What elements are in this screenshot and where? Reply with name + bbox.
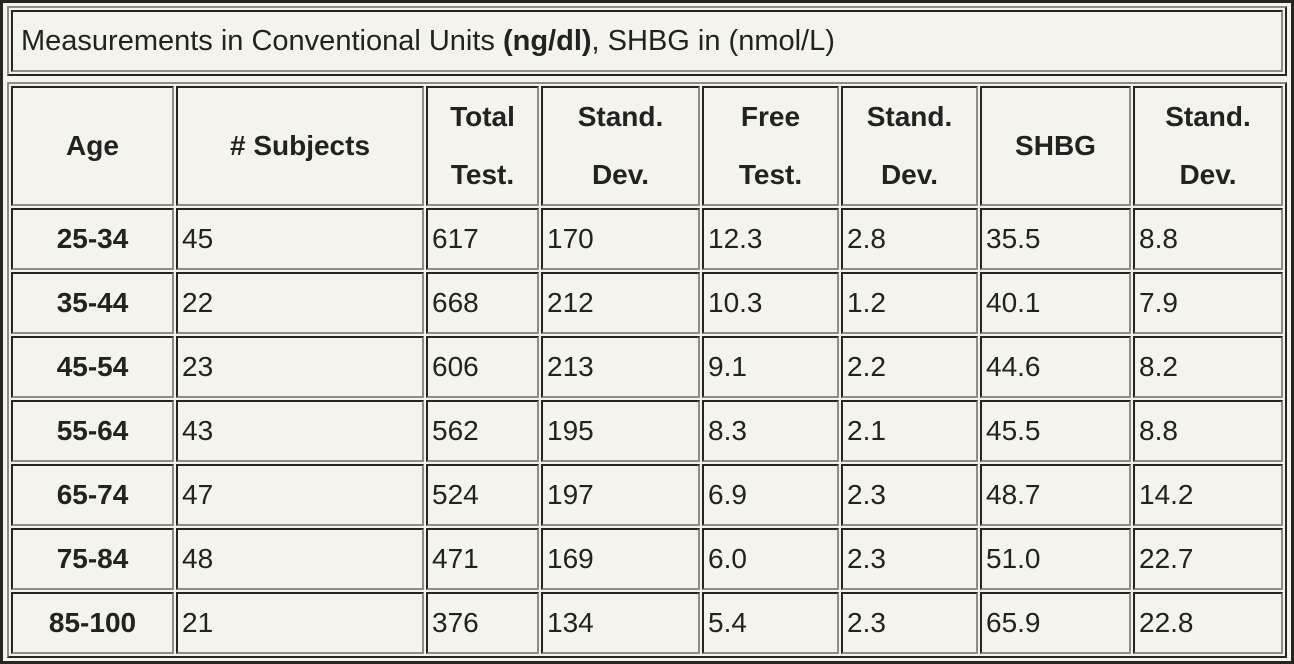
data-cell: 43 [176,400,424,462]
data-cell: 524 [426,464,539,526]
data-cell: 134 [541,592,700,654]
data-cell: 213 [541,336,700,398]
data-cell: 9.1 [702,336,839,398]
header-cell-shbg: SHBG [980,86,1131,206]
title-table: Measurements in Conventional Units (ng/d… [7,6,1287,76]
data-cell: 2.3 [841,528,978,590]
age-cell: 55-64 [11,400,174,462]
data-cell: 6.9 [702,464,839,526]
data-cell: 40.1 [980,272,1131,334]
data-cell: 22.7 [1133,528,1283,590]
data-cell: 35.5 [980,208,1131,270]
header-cell-subjects: # Subjects [176,86,424,206]
data-cell: 471 [426,528,539,590]
age-cell: 25-34 [11,208,174,270]
title-prefix: Measurements in Conventional Units [21,24,503,57]
header-line: Age [66,129,119,161]
title-row: Measurements in Conventional Units (ng/d… [11,10,1283,72]
data-cell: 7.9 [1133,272,1283,334]
data-cell: 606 [426,336,539,398]
data-cell: 2.8 [841,208,978,270]
data-cell: 5.4 [702,592,839,654]
data-cell: 47 [176,464,424,526]
table-row: 55-64 43 562 195 8.3 2.1 45.5 8.8 [11,400,1283,462]
title-suffix: , SHBG in (nmol/L) [591,24,835,57]
header-line: Test. [738,159,803,190]
table-row: 45-54 23 606 213 9.1 2.2 44.6 8.2 [11,336,1283,398]
header-line: Stand. [577,100,664,132]
data-cell: 10.3 [702,272,839,334]
header-line: # Subjects [229,129,371,161]
table-row: 35-44 22 668 212 10.3 1.2 40.1 7.9 [11,272,1283,334]
header-line: Total [450,100,515,132]
data-cell: 65.9 [980,592,1131,654]
data-cell: 45 [176,208,424,270]
title-units-bold: (ng/dl) [502,24,592,57]
data-cell: 169 [541,528,700,590]
data-cell: 44.6 [980,336,1131,398]
data-table: Age # Subjects Total Test. Stand. Dev. Fre… [7,82,1287,658]
age-cell: 45-54 [11,336,174,398]
header-line: Test. [450,159,515,190]
header-cell-age: Age [11,86,174,206]
data-cell: 8.8 [1133,400,1283,462]
header-line: Stand. [866,100,953,132]
header-cell-stand-dev-2: Stand. Dev. [841,86,978,206]
header-row: Age # Subjects Total Test. Stand. Dev. Fre… [11,86,1283,206]
data-cell: 562 [426,400,539,462]
data-cell: 22.8 [1133,592,1283,654]
data-cell: 8.2 [1133,336,1283,398]
header-line: Free [740,100,801,132]
header-line: Stand. [1165,100,1251,132]
age-cell: 75-84 [11,528,174,590]
data-cell: 8.3 [702,400,839,462]
data-cell: 617 [426,208,539,270]
table-row: 85-100 21 376 134 5.4 2.3 65.9 22.8 [11,592,1283,654]
header-line: Dev. [880,159,939,190]
table-row: 25-34 45 617 170 12.3 2.8 35.5 8.8 [11,208,1283,270]
header-cell-free-test: Free Test. [702,86,839,206]
data-cell: 48 [176,528,424,590]
data-cell: 376 [426,592,539,654]
data-cell: 48.7 [980,464,1131,526]
data-cell: 668 [426,272,539,334]
data-cell: 23 [176,336,424,398]
data-cell: 2.3 [841,592,978,654]
header-line: SHBG [1015,129,1096,161]
header-cell-stand-dev-1: Stand. Dev. [541,86,700,206]
data-cell: 45.5 [980,400,1131,462]
header-cell-total-test: Total Test. [426,86,539,206]
data-cell: 8.8 [1133,208,1283,270]
data-cell: 21 [176,592,424,654]
data-cell: 195 [541,400,700,462]
data-cell: 12.3 [702,208,839,270]
page-title: Measurements in Conventional Units (ng/d… [11,10,1283,72]
table-row: 75-84 48 471 169 6.0 2.3 51.0 22.7 [11,528,1283,590]
table-row: 65-74 47 524 197 6.9 2.3 48.7 14.2 [11,464,1283,526]
data-cell: 170 [541,208,700,270]
data-cell: 212 [541,272,700,334]
data-cell: 197 [541,464,700,526]
age-cell: 85-100 [11,592,174,654]
data-cell: 51.0 [980,528,1131,590]
header-cell-stand-dev-3: Stand. Dev. [1133,86,1283,206]
data-cell: 1.2 [841,272,978,334]
data-cell: 2.2 [841,336,978,398]
header-line: Dev. [1179,159,1237,190]
data-cell: 14.2 [1133,464,1283,526]
data-cell: 22 [176,272,424,334]
data-cell: 2.1 [841,400,978,462]
age-cell: 65-74 [11,464,174,526]
data-cell: 6.0 [702,528,839,590]
age-cell: 35-44 [11,272,174,334]
header-line: Dev. [591,159,650,190]
data-cell: 2.3 [841,464,978,526]
